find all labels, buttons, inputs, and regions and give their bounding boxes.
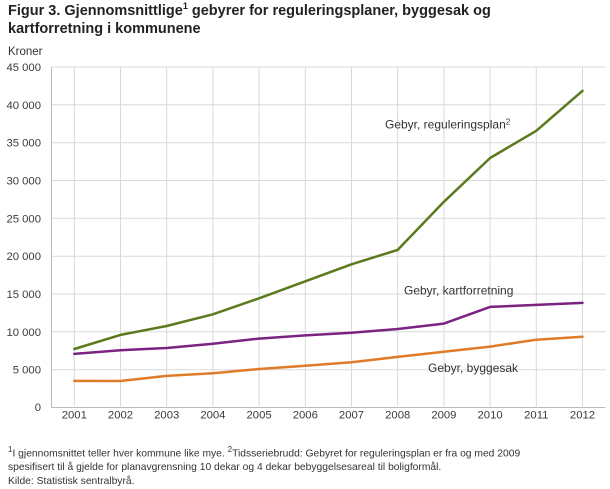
svg-text:45 000: 45 000: [6, 62, 41, 74]
svg-text:2007: 2007: [339, 410, 364, 422]
svg-text:2004: 2004: [200, 410, 225, 422]
svg-text:2002: 2002: [108, 410, 133, 422]
svg-text:Gebyr, byggesak: Gebyr, byggesak: [428, 361, 519, 375]
svg-text:40 000: 40 000: [6, 100, 41, 112]
svg-text:0: 0: [35, 402, 41, 414]
svg-text:25 000: 25 000: [6, 213, 41, 225]
svg-text:Gebyr, reguleringsplan2: Gebyr, reguleringsplan2: [385, 117, 511, 132]
svg-text:2001: 2001: [62, 410, 87, 422]
svg-text:15 000: 15 000: [6, 289, 41, 301]
svg-text:35 000: 35 000: [6, 138, 41, 150]
svg-text:30 000: 30 000: [6, 176, 41, 188]
svg-text:2003: 2003: [154, 410, 179, 422]
svg-text:2009: 2009: [431, 410, 456, 422]
svg-text:10 000: 10 000: [6, 327, 41, 339]
svg-text:Gebyr, kartforretning: Gebyr, kartforretning: [404, 284, 513, 298]
svg-text:2010: 2010: [478, 410, 503, 422]
svg-text:20 000: 20 000: [6, 251, 41, 263]
svg-text:2012: 2012: [570, 410, 595, 422]
svg-text:2011: 2011: [524, 410, 548, 422]
svg-text:2008: 2008: [385, 410, 410, 422]
svg-text:2005: 2005: [247, 410, 272, 422]
svg-text:2006: 2006: [293, 410, 318, 422]
svg-text:5 000: 5 000: [13, 365, 41, 377]
